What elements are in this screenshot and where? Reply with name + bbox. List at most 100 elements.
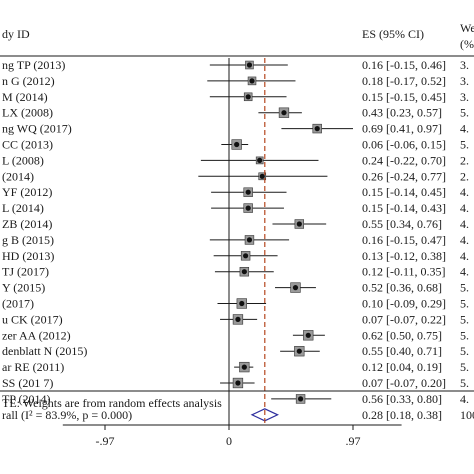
effect-size-column-header: ES (95% CI) xyxy=(362,27,424,41)
point-estimate xyxy=(241,269,247,275)
study-row: ng TP (2013) 0.16 [-0.15, 0.46] 3. xyxy=(2,58,469,72)
study-weight: 4. xyxy=(460,249,469,263)
point-estimate xyxy=(249,78,255,84)
effect-size-ci: 0.15 [-0.15, 0.45] xyxy=(362,90,446,104)
effect-size-ci: 0.13 [-0.12, 0.38] xyxy=(362,249,446,263)
point-estimate xyxy=(246,237,253,243)
point-estimate xyxy=(305,332,311,338)
effect-size-ci: 0.15 [-0.14, 0.43] xyxy=(362,201,446,215)
study-row: TP (2014) 0.56 [0.33, 0.80] 4. xyxy=(2,392,469,406)
point-estimate xyxy=(292,285,299,291)
point-estimate xyxy=(235,316,241,322)
study-weight: 2. xyxy=(460,169,469,183)
effect-size-ci: 0.07 [-0.07, 0.20] xyxy=(362,376,446,390)
study-label: SS (201 7) xyxy=(2,376,53,390)
x-tick-label: .97 xyxy=(346,434,361,448)
study-weight: 5. xyxy=(460,360,469,374)
x-tick-label: -.97 xyxy=(96,434,115,448)
study-row: (2014) 0.26 [-0.24, 0.77] 2. xyxy=(2,169,469,183)
effect-size-ci: 0.07 [-0.07, 0.22] xyxy=(362,312,446,326)
study-row: ar RE (2011) 0.12 [0.04, 0.19] 5. xyxy=(2,360,469,374)
study-row: L (2014) 0.15 [-0.14, 0.43] 4. xyxy=(2,201,469,215)
study-label: ng WQ (2017) xyxy=(2,122,72,136)
study-row: ZB (2014) 0.55 [0.34, 0.76] 4. xyxy=(2,217,469,231)
point-estimate xyxy=(234,141,240,148)
point-estimate xyxy=(257,157,263,163)
point-estimate xyxy=(246,62,253,68)
effect-size-ci: 0.52 [0.36, 0.68] xyxy=(362,281,442,295)
study-row: zer AA (2012) 0.62 [0.50, 0.75] 5. xyxy=(2,328,469,342)
study-weight: 5. xyxy=(460,328,469,342)
study-row: TJ (2017) 0.12 [-0.11, 0.35] 4. xyxy=(2,265,469,279)
study-weight: 4. xyxy=(460,265,469,279)
study-row: g B (2015) 0.16 [-0.15, 0.47] 4. xyxy=(2,233,469,247)
study-row: M (2014) 0.15 [-0.15, 0.45] 3. xyxy=(2,90,469,104)
study-weight: 4. xyxy=(460,185,469,199)
study-label: u CK (2017) xyxy=(2,312,63,326)
study-weight: 4. xyxy=(460,217,469,231)
effect-size-ci: 0.56 [0.33, 0.80] xyxy=(362,392,442,406)
study-weight: 3. xyxy=(460,90,469,104)
point-estimate xyxy=(235,380,241,386)
study-rows: ng TP (2013) 0.16 [-0.15, 0.46] 3.n G (201… xyxy=(2,58,469,406)
study-weight: 3. xyxy=(460,74,469,88)
study-row: Y (2015) 0.52 [0.36, 0.68] 5. xyxy=(2,281,469,295)
effect-size-ci: 0.26 [-0.24, 0.77] xyxy=(362,169,446,183)
study-weight: 3. xyxy=(460,58,469,72)
study-label: HD (2013) xyxy=(2,249,54,263)
point-estimate xyxy=(259,173,265,179)
point-estimate xyxy=(241,364,247,370)
study-label: TJ (2017) xyxy=(2,265,49,279)
point-estimate xyxy=(245,94,251,100)
study-weight: 5. xyxy=(460,312,469,326)
study-label: ng TP (2013) xyxy=(2,58,65,72)
effect-size-ci: 0.15 [-0.14, 0.45] xyxy=(362,185,446,199)
effect-size-ci: 0.12 [0.04, 0.19] xyxy=(362,360,442,374)
study-weight: 5. xyxy=(460,281,469,295)
point-estimate xyxy=(245,205,251,211)
study-label: M (2014) xyxy=(2,90,48,104)
effect-size-ci: 0.10 [-0.09, 0.29] xyxy=(362,297,446,311)
x-tick-label: 0 xyxy=(226,434,232,448)
study-row: YF (2012) 0.15 [-0.14, 0.45] 4. xyxy=(2,185,469,199)
effect-size-ci: 0.12 [-0.11, 0.35] xyxy=(362,265,446,279)
effect-size-ci: 0.55 [0.34, 0.76] xyxy=(362,217,442,231)
study-label: LX (2008) xyxy=(2,106,53,120)
effect-size-ci: 0.16 [-0.15, 0.46] xyxy=(362,58,446,72)
overall-row: rall (I² = 83.9%, p = 0.000) 0.28 [0.18, … xyxy=(2,408,474,422)
study-row: CC (2013) 0.06 [-0.06, 0.15] 5. xyxy=(2,138,469,152)
study-row: u CK (2017) 0.07 [-0.07, 0.22] 5. xyxy=(2,312,469,326)
effect-size-ci: 0.69 [0.41, 0.97] xyxy=(362,122,442,136)
weight-column-header: We xyxy=(460,21,474,35)
study-row: n G (2012) 0.18 [-0.17, 0.52] 3. xyxy=(2,74,469,88)
overall-weight: 100 xyxy=(460,408,474,422)
study-label: g B (2015) xyxy=(2,233,54,247)
study-row: HD (2013) 0.13 [-0.12, 0.38] 4. xyxy=(2,249,469,263)
study-weight: 5. xyxy=(460,106,469,120)
study-weight: 5. xyxy=(460,376,469,390)
study-label: denblatt N (2015) xyxy=(2,344,87,358)
effect-size-ci: 0.43 [0.23, 0.57] xyxy=(362,106,442,120)
study-label: zer AA (2012) xyxy=(2,328,71,342)
study-weight: 5. xyxy=(460,138,469,152)
study-label: (2014) xyxy=(2,169,34,183)
point-estimate xyxy=(245,189,251,195)
weight-column-header-unit: (% xyxy=(460,37,474,51)
effect-size-ci: 0.62 [0.50, 0.75] xyxy=(362,328,442,342)
study-weight: 5. xyxy=(460,344,469,358)
study-weight: 2. xyxy=(460,153,469,167)
study-row: (2017) 0.10 [-0.09, 0.29] 5. xyxy=(2,297,469,311)
effect-size-ci: 0.55 [0.40, 0.71] xyxy=(362,344,442,358)
point-estimate xyxy=(296,348,302,354)
study-row: denblatt N (2015) 0.55 [0.40, 0.71] 5. xyxy=(2,344,469,358)
study-label: L (2014) xyxy=(2,201,44,215)
point-estimate xyxy=(243,253,249,259)
study-weight: 4. xyxy=(460,122,469,136)
point-estimate xyxy=(314,126,320,132)
point-estimate xyxy=(297,396,304,402)
study-row: L (2008) 0.24 [-0.22, 0.70] 2. xyxy=(2,153,469,167)
study-row: LX (2008) 0.43 [0.23, 0.57] 5. xyxy=(2,106,469,120)
study-label: CC (2013) xyxy=(2,138,53,152)
study-label: ar RE (2011) xyxy=(2,360,64,374)
